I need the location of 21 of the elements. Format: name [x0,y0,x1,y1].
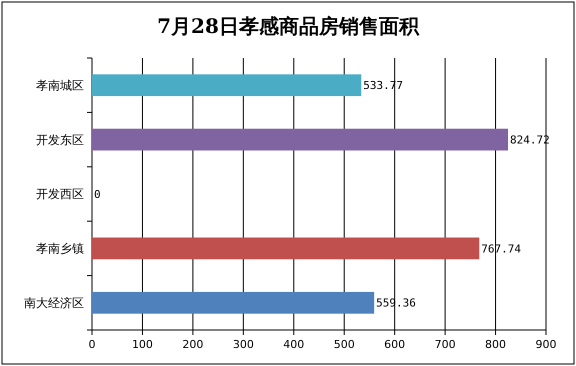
x-tick-label: 900 [536,338,556,351]
x-tick-label: 700 [434,338,456,351]
x-tick-label: 800 [485,338,506,351]
bar [92,74,362,96]
bar [92,292,374,314]
x-tick-label: 400 [283,338,304,351]
data-label: 0 [94,188,101,201]
bar [92,238,480,260]
x-tick-label: 600 [384,338,406,351]
x-tick-label: 500 [334,338,355,351]
y-tick-label: 开发东区 [36,132,84,147]
y-tick-label: 孝南乡镇 [36,242,84,256]
x-tick-label: 100 [132,338,153,351]
y-tick-label: 南大经济区 [24,296,84,310]
x-tick-label: 200 [182,338,204,351]
chart-title: 7月28日孝感商品房销售面积 [157,14,420,38]
y-tick-label: 开发西区 [36,187,84,202]
x-tick-label: 0 [88,338,96,351]
bar [92,128,508,150]
y-tick-label: 孝南城区 [36,78,84,92]
x-tick-label: 300 [232,338,254,351]
